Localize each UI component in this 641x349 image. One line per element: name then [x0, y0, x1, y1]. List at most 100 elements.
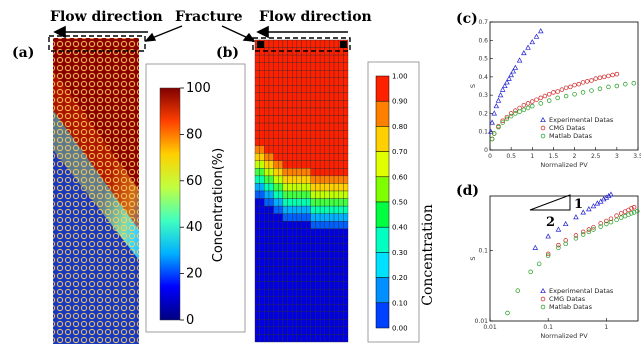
data-point — [528, 269, 533, 275]
grid-cell — [333, 175, 339, 184]
grid-cell — [333, 70, 339, 78]
grid-cell — [282, 62, 288, 71]
colorbar-a-ticks: 100 80 60 40 20 0 — [180, 81, 211, 328]
grid-cell — [333, 168, 339, 177]
colorbar-a-tick-label: 60 — [186, 174, 203, 189]
grid-cell — [264, 160, 270, 169]
grid-cell — [268, 107, 274, 116]
grid-cell — [282, 77, 288, 86]
grid-cell — [296, 70, 302, 78]
grid-cell — [268, 251, 274, 260]
grid-cell — [338, 198, 344, 207]
grid-cell — [273, 213, 279, 222]
grid-cell — [329, 258, 335, 267]
grid-cell — [301, 183, 307, 192]
grid-cell — [333, 160, 339, 169]
data-point — [493, 103, 500, 109]
legend-entry: Matlab Datas — [549, 132, 593, 140]
grid-cell — [296, 115, 302, 124]
grid-cell — [343, 100, 349, 109]
data-point — [601, 74, 607, 80]
legend-marker — [540, 296, 546, 302]
grid-cell — [319, 326, 325, 335]
grid-cell — [254, 296, 260, 305]
grid-cell — [296, 281, 302, 290]
grid-cell — [287, 107, 293, 116]
grid-cell — [264, 107, 270, 116]
grid-cell — [278, 153, 284, 161]
grid-cell — [315, 213, 321, 222]
y-tick-label: 0.7 — [478, 19, 488, 26]
grid-cell — [292, 77, 298, 86]
grid-cell — [324, 334, 330, 343]
grid-cell — [301, 326, 307, 335]
grid-cell — [292, 175, 298, 184]
grid-cell — [287, 304, 293, 312]
plot-area — [489, 21, 639, 151]
grid-cell — [282, 130, 288, 139]
grid-cell — [292, 288, 298, 297]
grid-cell — [333, 228, 339, 237]
grid-cell — [315, 205, 321, 214]
grid-cell — [282, 205, 288, 214]
grid-cell — [305, 273, 311, 282]
grid-cell — [254, 175, 260, 184]
grid-cell — [310, 160, 316, 169]
colorbar-b-swatch — [375, 75, 390, 102]
grid-cell — [287, 70, 293, 78]
grid-cell — [333, 205, 339, 214]
grid-cell — [282, 153, 288, 161]
grid-cell — [338, 334, 344, 343]
grid-cell — [254, 153, 260, 161]
grid-cell — [292, 258, 298, 267]
grid-cell — [264, 100, 270, 109]
grid-cell — [301, 296, 307, 305]
y-tick-label: 0.1 — [478, 129, 488, 136]
legend-marker — [540, 116, 546, 123]
grid-cell — [324, 221, 330, 229]
grid-cell — [254, 190, 260, 199]
grid-cell — [315, 251, 321, 260]
data-point — [513, 111, 518, 116]
grid-cell — [301, 205, 307, 214]
grid-cell — [305, 137, 311, 146]
data-point — [614, 71, 620, 77]
flow-arrow-right — [256, 25, 348, 39]
grid-cell — [268, 281, 274, 290]
grid-cell — [287, 62, 293, 71]
grid-cell — [301, 175, 307, 184]
grid-cell — [338, 183, 344, 192]
grid-cell — [292, 213, 298, 222]
colorbar-a-tick-label: 20 — [186, 267, 203, 282]
x-tick-label: 0.5 — [506, 153, 516, 160]
grid-cell — [259, 145, 265, 154]
grid-cell — [287, 258, 293, 267]
grid-cell — [343, 70, 349, 78]
data-point — [610, 72, 615, 78]
grid-cell — [324, 130, 330, 139]
grid-cell — [287, 326, 293, 335]
colorbar-a-tick-label: 80 — [186, 127, 203, 142]
grid-cell — [273, 304, 279, 312]
grid-cell — [264, 304, 270, 312]
grid-cell — [259, 62, 265, 71]
grid-cell — [329, 92, 335, 101]
data-point — [538, 95, 543, 101]
grid-cell — [319, 145, 325, 154]
grid-cell — [268, 54, 274, 63]
grid-cell — [310, 304, 316, 312]
data-point — [559, 87, 565, 92]
data-point — [508, 111, 514, 116]
data-point — [488, 128, 494, 134]
grid-cell — [329, 205, 335, 214]
grid-cell — [343, 137, 349, 146]
panel-b-label: (b) — [216, 45, 239, 61]
grid-cell — [329, 311, 335, 320]
grid-cell — [254, 62, 260, 71]
grid-cell — [296, 153, 302, 161]
grid-cell — [292, 334, 298, 343]
data-point — [533, 33, 540, 39]
grid-cell — [282, 198, 288, 207]
grid-cell — [310, 70, 316, 78]
grid-cell — [254, 100, 260, 109]
